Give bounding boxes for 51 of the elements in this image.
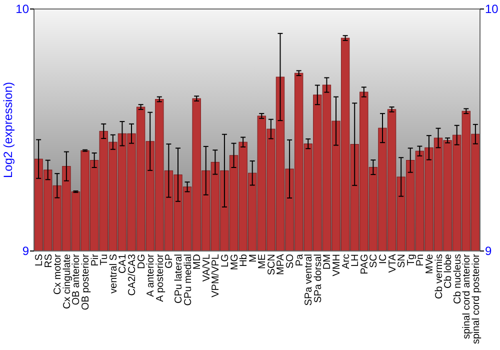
x-tick-label: M <box>248 254 259 262</box>
x-tick-label: VA/VL <box>201 254 212 282</box>
x-tick-label: CPu medial <box>182 254 194 306</box>
x-tick-label: Cx motor <box>52 253 64 295</box>
y-axis-title: Log2 (expression) <box>1 82 15 178</box>
x-tick-label: CPu lateral <box>173 254 184 304</box>
x-tick-label: SPa dorsal <box>312 254 324 303</box>
x-tick-label: Hb <box>238 254 250 267</box>
x-tick-label: MD <box>192 254 204 270</box>
x-tick-label: OB posterior <box>80 253 92 310</box>
x-tick-label: Cx cingulate <box>62 254 73 310</box>
x-tick-label: VTA <box>387 254 398 273</box>
x-tick-label: Arc <box>340 254 352 269</box>
x-tick-label: Cb nucleus <box>452 254 464 304</box>
x-tick-label: LH <box>350 254 362 267</box>
x-tick-label: Pir <box>90 253 101 266</box>
x-tick-label: LG <box>220 254 231 268</box>
x-tick-label: DG <box>136 254 148 269</box>
y2-tick-label: 9 <box>485 244 492 258</box>
x-tick-label: VPM/VPL <box>210 254 222 298</box>
x-tick-label: SC <box>368 254 380 268</box>
x-tick-label: spinal cord anterior <box>462 253 473 340</box>
x-tick-label: Pn <box>415 254 426 266</box>
x-tick-label: A posterior <box>154 253 166 302</box>
y2-tick-label: 10 <box>485 2 499 16</box>
x-tick-label: RS <box>43 254 54 268</box>
x-tick-label: MG <box>229 254 240 270</box>
x-tick-label: ventral S <box>108 254 120 294</box>
x-tick-label: VMH <box>332 254 343 276</box>
x-tick-label: spinal cord posterior <box>470 253 482 344</box>
x-tick-label: CA2/CA3 <box>127 254 138 296</box>
x-tick-label: LS <box>34 254 46 266</box>
x-tick-label: SO <box>285 254 296 268</box>
x-tick-label: Tg <box>406 254 417 266</box>
x-tick-label: ME <box>257 254 268 269</box>
x-tick-label: MVe <box>424 254 436 274</box>
x-tick-label: MPA <box>276 254 287 275</box>
x-tick-label: Cb lobe <box>443 254 454 288</box>
x-tick-label: Cb vermis <box>434 254 445 300</box>
x-tick-label: SPa ventral <box>304 254 315 306</box>
x-tick-label: PAG <box>359 254 370 274</box>
x-tick-label: CA1 <box>118 254 129 274</box>
x-tick-label: GP <box>164 254 176 268</box>
x-tick-label: DM <box>322 254 334 270</box>
x-tick-label: A anterior <box>146 253 157 297</box>
x-tick-label: Tu <box>99 254 110 266</box>
x-tick-label: OB anterior <box>71 253 82 306</box>
x-tick-label: SN <box>396 254 408 268</box>
x-tick-label: IC <box>378 254 389 264</box>
x-tick-label: Pa <box>294 254 306 266</box>
x-tick-label: SCN <box>266 254 278 276</box>
